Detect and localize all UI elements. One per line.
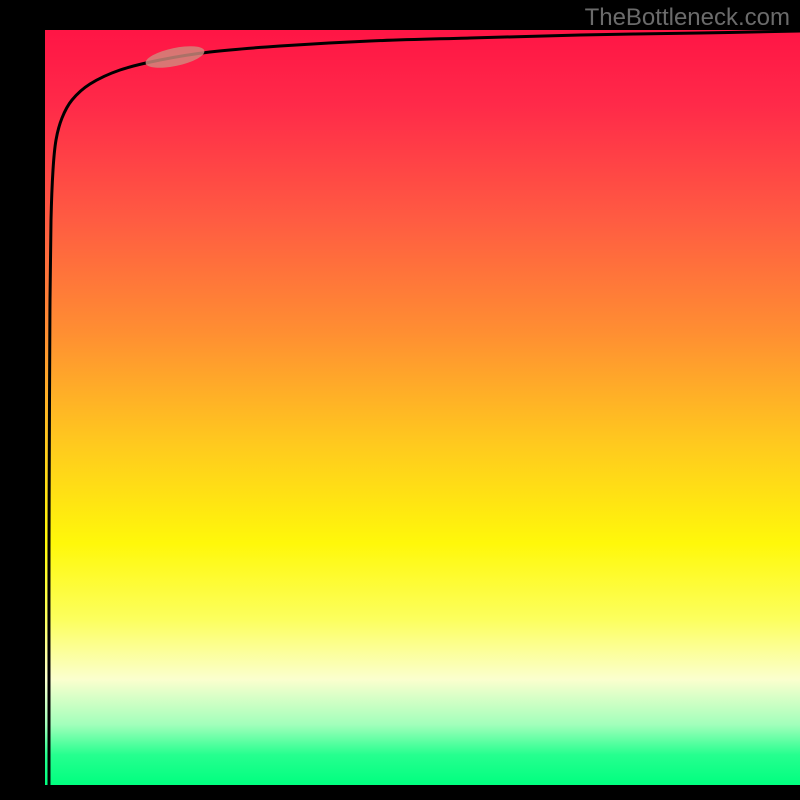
chart-svg xyxy=(0,0,800,800)
bottleneck-chart: TheBottleneck.com xyxy=(0,0,800,800)
y-axis-border xyxy=(0,0,45,800)
watermark-text: TheBottleneck.com xyxy=(585,4,790,32)
plot-background xyxy=(45,30,800,785)
x-axis-border xyxy=(0,785,800,800)
